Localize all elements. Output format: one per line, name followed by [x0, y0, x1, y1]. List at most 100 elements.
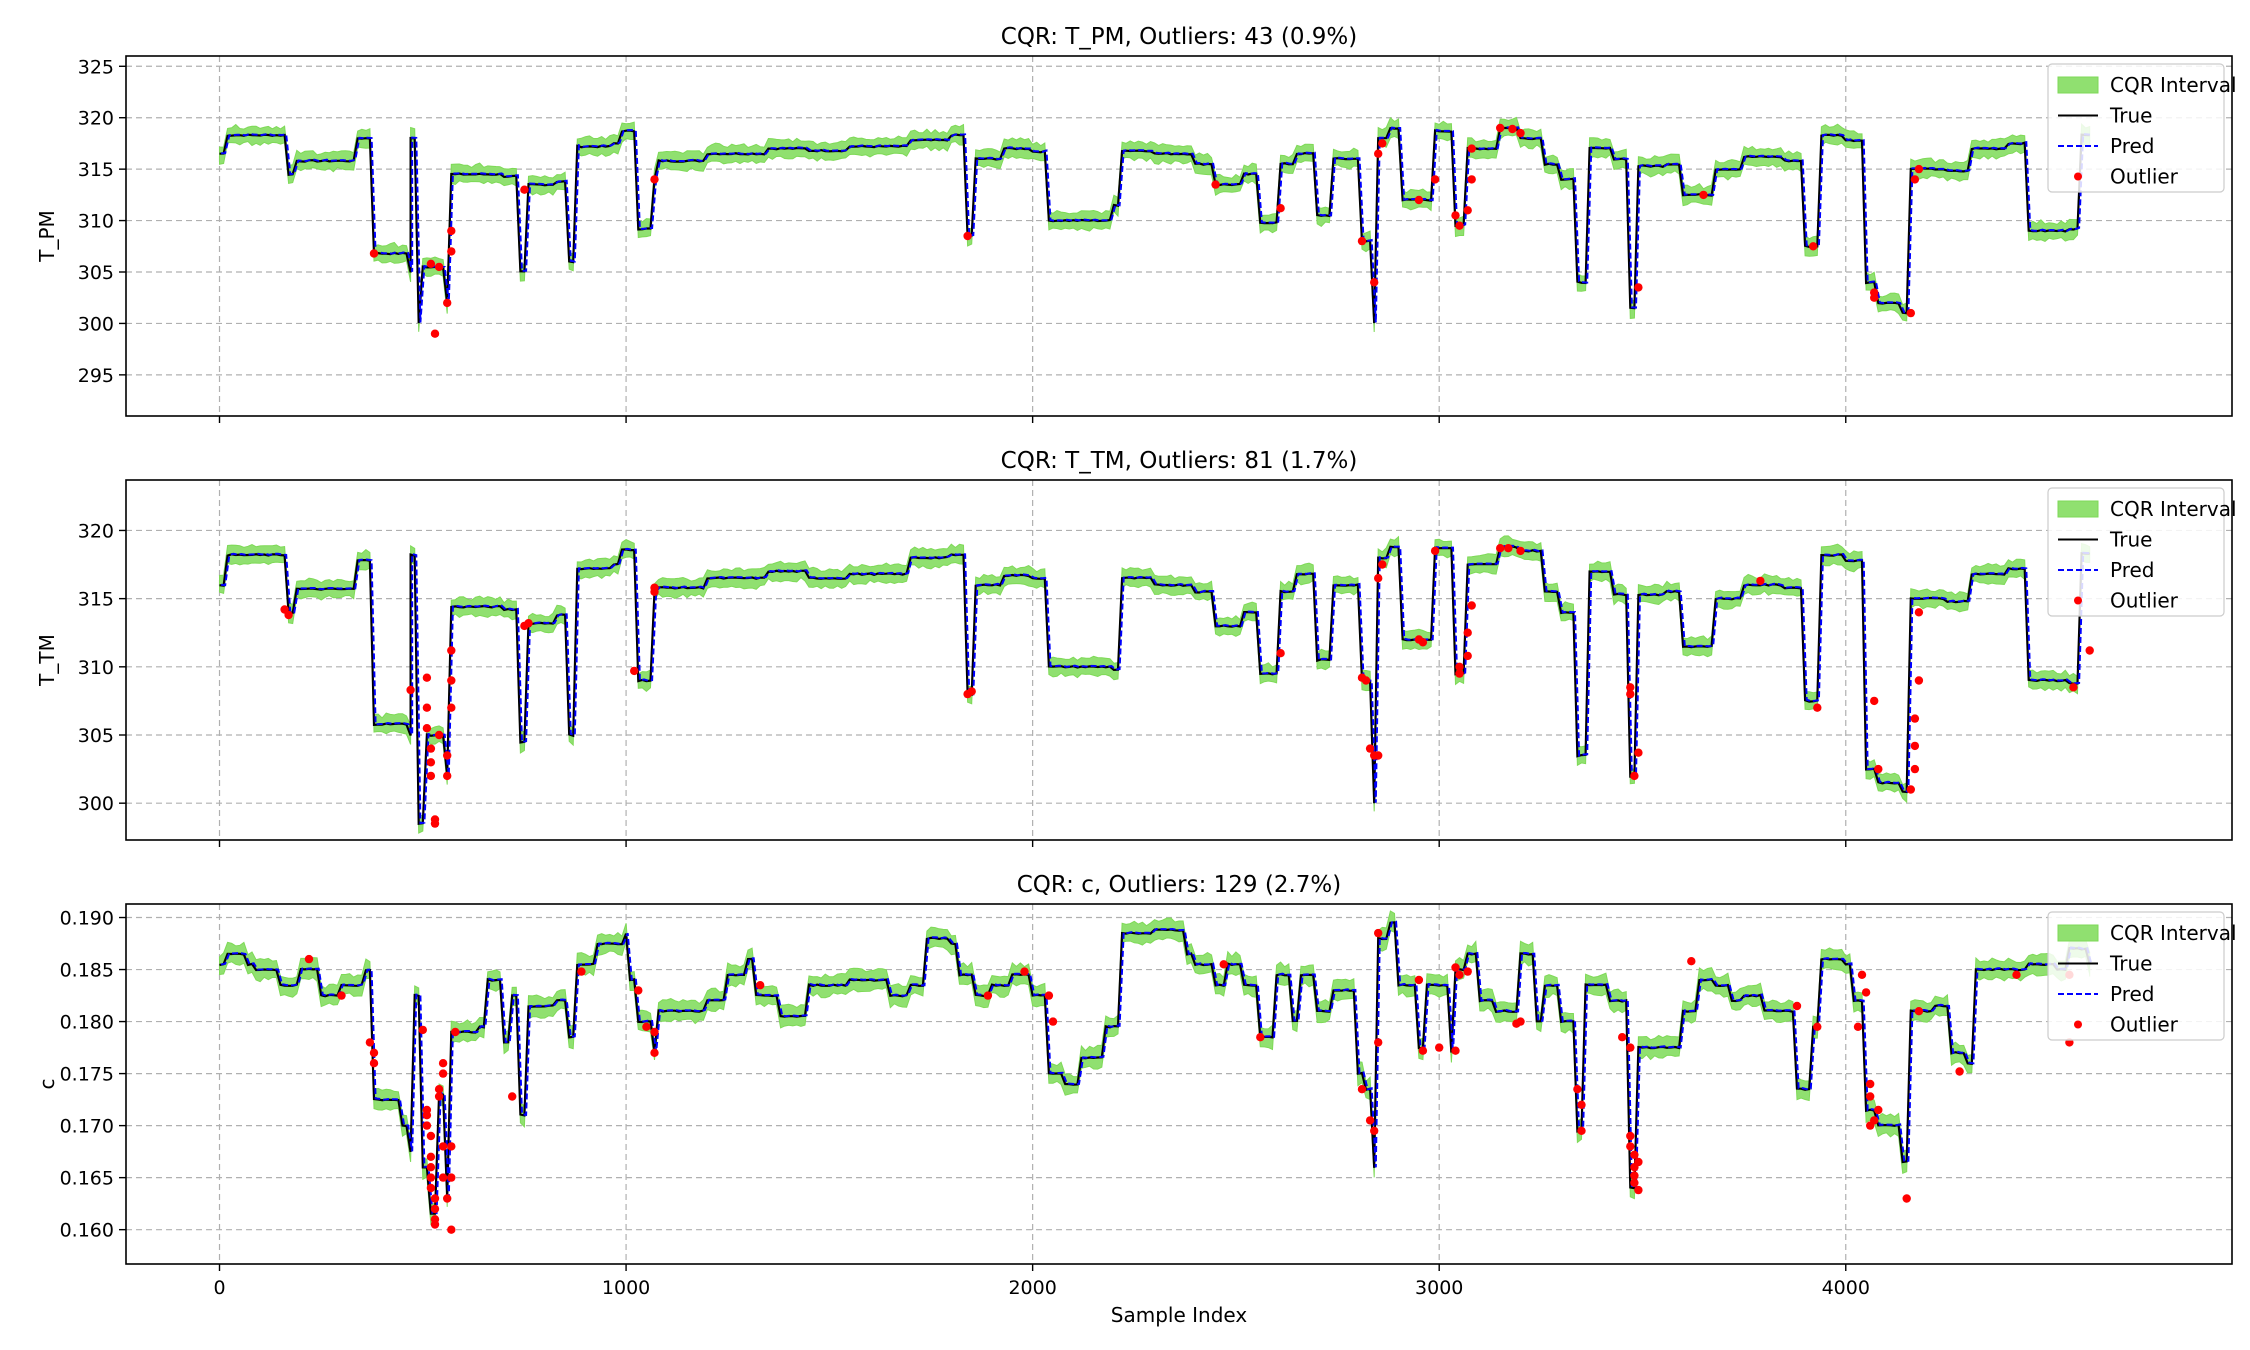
x-tick-label: 4000 [1822, 1277, 1870, 1299]
outlier-point [1902, 1194, 1911, 1203]
legend-label: True [2109, 952, 2152, 976]
outlier-point [1455, 970, 1464, 979]
outlier-point [650, 175, 659, 184]
outlier-point [1870, 1116, 1879, 1125]
x-tick-label: 3000 [1415, 1277, 1463, 1299]
outlier-point [426, 1173, 436, 1182]
outlier-point [1630, 771, 1639, 781]
outlier-point [1906, 785, 1916, 794]
outlier-point [418, 1025, 427, 1035]
outlier-point [508, 1092, 517, 1101]
outlier-point [422, 1111, 432, 1120]
outlier-point [422, 703, 432, 712]
outlier-point [447, 247, 456, 256]
outlier-point [1496, 544, 1505, 553]
outlier-point [1378, 560, 1387, 569]
outlier-point [1044, 991, 1054, 1000]
outlier-point [1910, 175, 1920, 184]
outlier-point [1866, 1079, 1875, 1089]
outlier-point [1211, 180, 1220, 189]
outlier-point [1866, 1092, 1875, 1101]
outlier-point [426, 1163, 436, 1172]
legend-swatch-band [2057, 924, 2099, 942]
outlier-point [447, 1173, 456, 1182]
outlier-point [426, 1183, 436, 1193]
outlier-point [642, 1022, 651, 1031]
chart-title: CQR: c, Outliers: 129 (2.7%) [1017, 872, 1341, 898]
chart-panel-1: 295 300 305 310 315 320 325 CQR: T_PM, Outliers… [35, 24, 2237, 423]
outlier-point [1414, 195, 1424, 205]
outlier-point [1626, 1131, 1635, 1141]
legend-label: Outlier [2110, 1013, 2179, 1037]
outlier-point [438, 1059, 448, 1068]
outlier-point [520, 185, 529, 194]
x-tick-label: 0 [213, 1277, 225, 1299]
y-tick-label: 0.165 [60, 1168, 114, 1190]
x-axis-label: Sample Index [1111, 1303, 1248, 1327]
outlier-point [426, 1131, 436, 1141]
legend-swatch-outlier [2074, 172, 2082, 181]
outlier-point [1048, 1017, 1058, 1026]
outlier-point [1756, 576, 1765, 586]
outlier-point [304, 954, 314, 964]
outlier-point [426, 1152, 436, 1162]
outlier-point [1374, 928, 1383, 938]
chart-panel-2: 300 305 310 315 320 CQR: T_TM, Outliers: 81 (… [35, 448, 2237, 847]
outlier-point [438, 1069, 448, 1078]
y-tick-label: 315 [78, 159, 114, 181]
legend-label: CQR Interval [2110, 497, 2237, 521]
outlier-point [1370, 1126, 1379, 1136]
outlier-point [1451, 963, 1460, 972]
legend: CQR Interval True Pred Outlier [2047, 487, 2237, 617]
outlier-point [1626, 683, 1635, 692]
legend-box [2047, 487, 2225, 617]
outlier-point [438, 1173, 448, 1182]
outlier-point [1370, 278, 1379, 287]
outlier-point [1463, 651, 1472, 661]
plot-area [219, 116, 2092, 338]
outlier-point [1634, 748, 1643, 757]
outlier-point [430, 329, 440, 338]
outlier-point [524, 619, 533, 628]
outlier-point [1430, 546, 1440, 556]
outlier-point [1630, 1178, 1639, 1188]
outlier-point [1219, 960, 1228, 969]
legend-label: Pred [2110, 982, 2155, 1006]
outlier-point [1451, 1046, 1460, 1055]
outlier-point [1374, 751, 1383, 760]
outlier-point [426, 771, 436, 781]
outlier-point [1626, 1142, 1635, 1151]
outlier-point [451, 1027, 460, 1037]
y-tick-label: 0.160 [60, 1220, 114, 1242]
outlier-point [967, 687, 976, 696]
outlier-point [426, 744, 436, 753]
outlier-point [422, 724, 432, 733]
y-tick-label: 320 [78, 520, 114, 542]
legend: CQR Interval True Pred Outlier [2047, 63, 2237, 193]
outlier-point [1874, 1105, 1883, 1115]
outlier-point [430, 1220, 440, 1229]
outlier-point [447, 1142, 456, 1151]
outlier-point [1455, 221, 1464, 230]
legend-label: CQR Interval [2110, 73, 2237, 97]
outlier-point [1870, 288, 1879, 297]
true-line [219, 921, 2091, 1215]
outlier-point [434, 1092, 444, 1101]
y-tick-label: 0.185 [60, 960, 114, 982]
outlier-point [447, 1225, 456, 1234]
outlier-point [1906, 308, 1916, 318]
axes-frame [125, 479, 2233, 841]
outlier-point [1910, 764, 1920, 774]
outlier-point [1357, 1085, 1367, 1094]
outlier-point [1463, 967, 1472, 976]
outlier-point [1634, 1157, 1643, 1167]
outlier-point [443, 1194, 452, 1203]
outlier-point [2012, 970, 2021, 979]
outlier-point [1914, 608, 1924, 617]
outlier-point [422, 1121, 432, 1130]
outlier-point [1378, 139, 1387, 148]
outlier-point [1630, 1171, 1639, 1180]
legend-label: True [2109, 104, 2152, 128]
outlier-point [369, 1048, 379, 1058]
legend-swatch-outlier [2074, 1020, 2082, 1029]
